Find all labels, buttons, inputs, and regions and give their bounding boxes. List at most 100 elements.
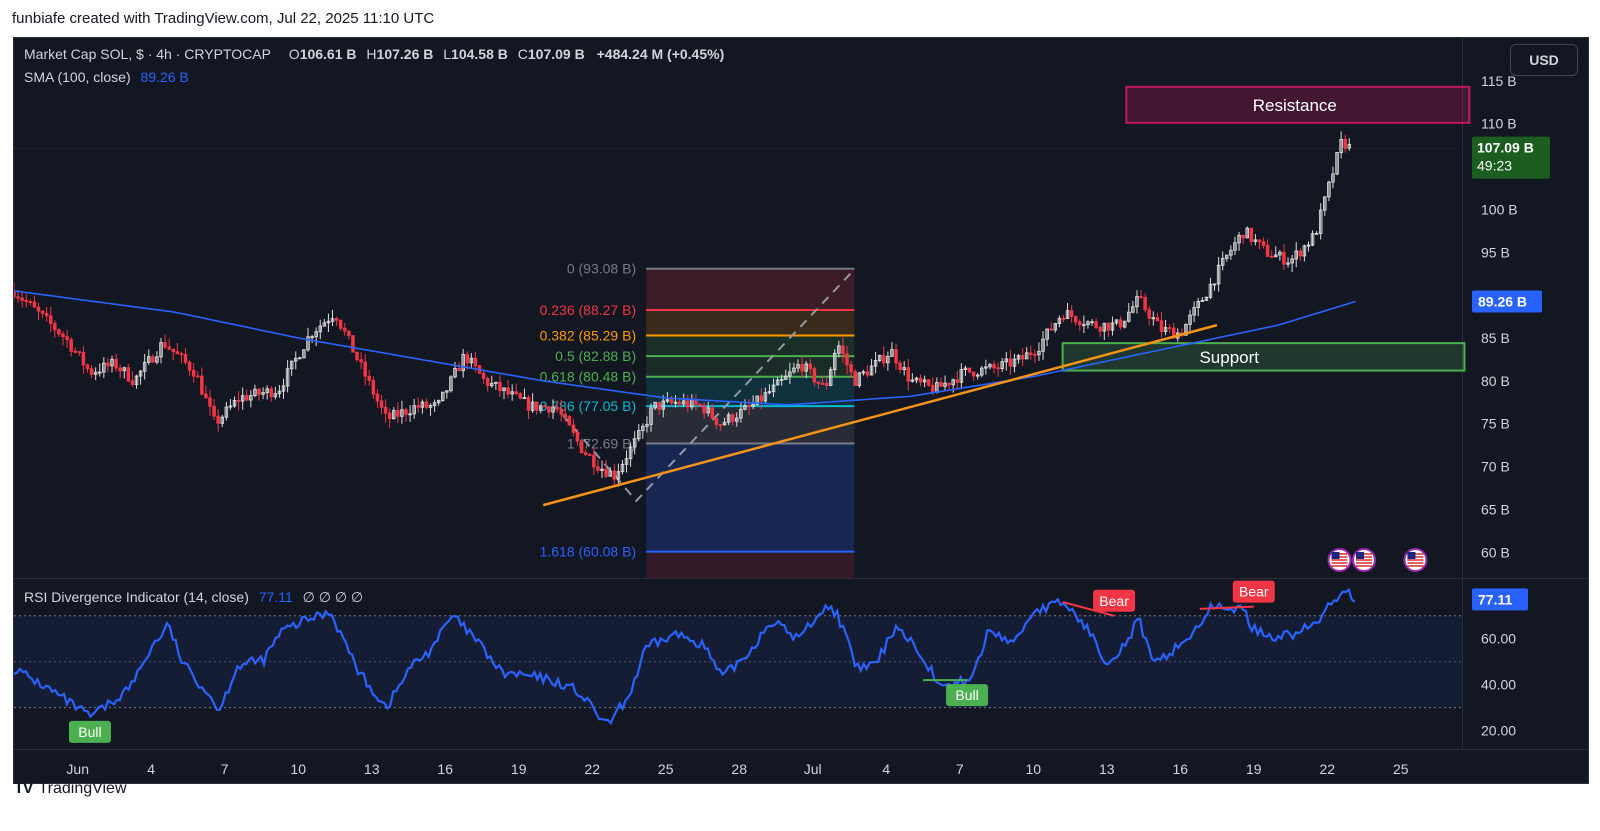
candle-body [857,372,862,387]
candle-body [367,375,372,381]
candle-body [592,454,596,468]
candle-body [755,395,759,405]
fib-level-label: 0.5 (82.88 B) [555,348,636,364]
candle-body [1233,242,1237,251]
candle-body [240,395,245,402]
y-tick-label: 80 B [1481,373,1510,389]
candle-body [996,367,1000,370]
candle-body [665,399,670,402]
candle-body [963,367,968,370]
candle-body [196,375,200,378]
candle-body [596,466,600,471]
candle-body [812,368,817,383]
low-label: L [443,46,452,62]
currency-button[interactable]: USD [1510,44,1578,76]
y-tick-label: 75 B [1481,416,1510,432]
candle-body [236,399,241,402]
candle-body [1033,354,1037,356]
candle-body [779,378,784,381]
candle-body [873,359,878,367]
candle-body [147,356,151,363]
fib-level-label: 0.786 (77.05 B) [540,398,637,414]
candle-body [73,350,78,353]
candle-body [522,397,527,400]
candle-body [918,377,923,383]
fib-band [646,309,855,336]
candle-body [110,358,114,367]
candle-body [404,409,408,415]
candle-body [1200,300,1205,302]
candle-body [428,405,433,408]
candle-body [657,401,661,410]
fib-level-label: 0.618 (80.48 B) [540,369,637,385]
candle-body [138,370,143,377]
candle-body [882,354,886,364]
sma-value: 89.26 B [140,69,189,85]
candle-body [759,395,764,402]
candle-body [730,414,735,422]
resistance-zone [1125,85,1471,124]
fibonacci-retracement: 0 (93.08 B) 0.236 (88.27 B) 0.382 (85.29 B… [540,261,856,578]
candle-body [1278,251,1282,256]
footer-brand[interactable]: TV TradingView [14,780,127,798]
candle-body [1078,321,1082,326]
candle-body [171,348,176,353]
candle-body [869,365,874,376]
candle-body [534,401,539,411]
candle-body [575,431,580,442]
candle-body [375,393,380,402]
candle-body [167,346,171,350]
candle-body [502,387,506,391]
candle-body [608,470,612,477]
candle-body [1037,350,1041,356]
candle-body [371,379,376,395]
candle-body [800,364,804,372]
candle-body [1086,321,1090,326]
candle-body [1024,352,1029,360]
candle-body [249,395,253,401]
candle-body [343,327,347,332]
candle-body [1147,309,1151,319]
flag-canton [1407,552,1416,559]
candle-body [1286,262,1290,265]
symbol-legend: Market Cap SOL, $ · 4h · CRYPTOCAP O106.… [24,46,724,62]
y-tick-label: 110 B [1481,116,1517,132]
candle-body [420,401,425,408]
candle-body [494,381,498,384]
candle-body [1343,138,1347,149]
divergence-line [1199,605,1254,610]
chart-panel[interactable]: 0 (93.08 B) 0.236 (88.27 B) 0.382 (85.29 B… [13,37,1589,784]
candle-body [383,406,388,414]
candle-body [1167,327,1172,330]
candle-body [890,349,894,357]
candle-body [1061,317,1066,320]
sma-price-tag [1472,290,1542,313]
candle-body [551,406,555,413]
candle-body [943,382,947,387]
fib-band-extension [646,551,855,578]
candle-body [616,471,621,480]
open-label: O [288,46,300,62]
candle-body [224,406,229,418]
chart-canvas[interactable]: 0 (93.08 B) 0.236 (88.27 B) 0.382 (85.29 B… [14,38,1589,784]
candle-body [338,319,343,329]
candle-body [980,367,984,376]
candle-body [1249,227,1254,242]
candle-body [1159,320,1164,332]
candle-body [1237,234,1241,244]
candle-body [947,382,951,386]
flag-canton [1331,552,1340,559]
candle-body [77,351,82,354]
candle-body [1102,322,1107,332]
candle-body [183,353,188,363]
candle-body [865,371,870,376]
rsi-tick-label: 60.00 [1481,631,1516,647]
candle-body [718,424,723,427]
sma-line [14,290,1356,406]
rsi-tick-label: 40.00 [1481,677,1516,693]
candle-body [698,403,702,406]
candle-body [363,361,367,377]
candle-body [253,388,257,396]
candle-body [808,363,813,370]
candle-body [122,367,127,372]
